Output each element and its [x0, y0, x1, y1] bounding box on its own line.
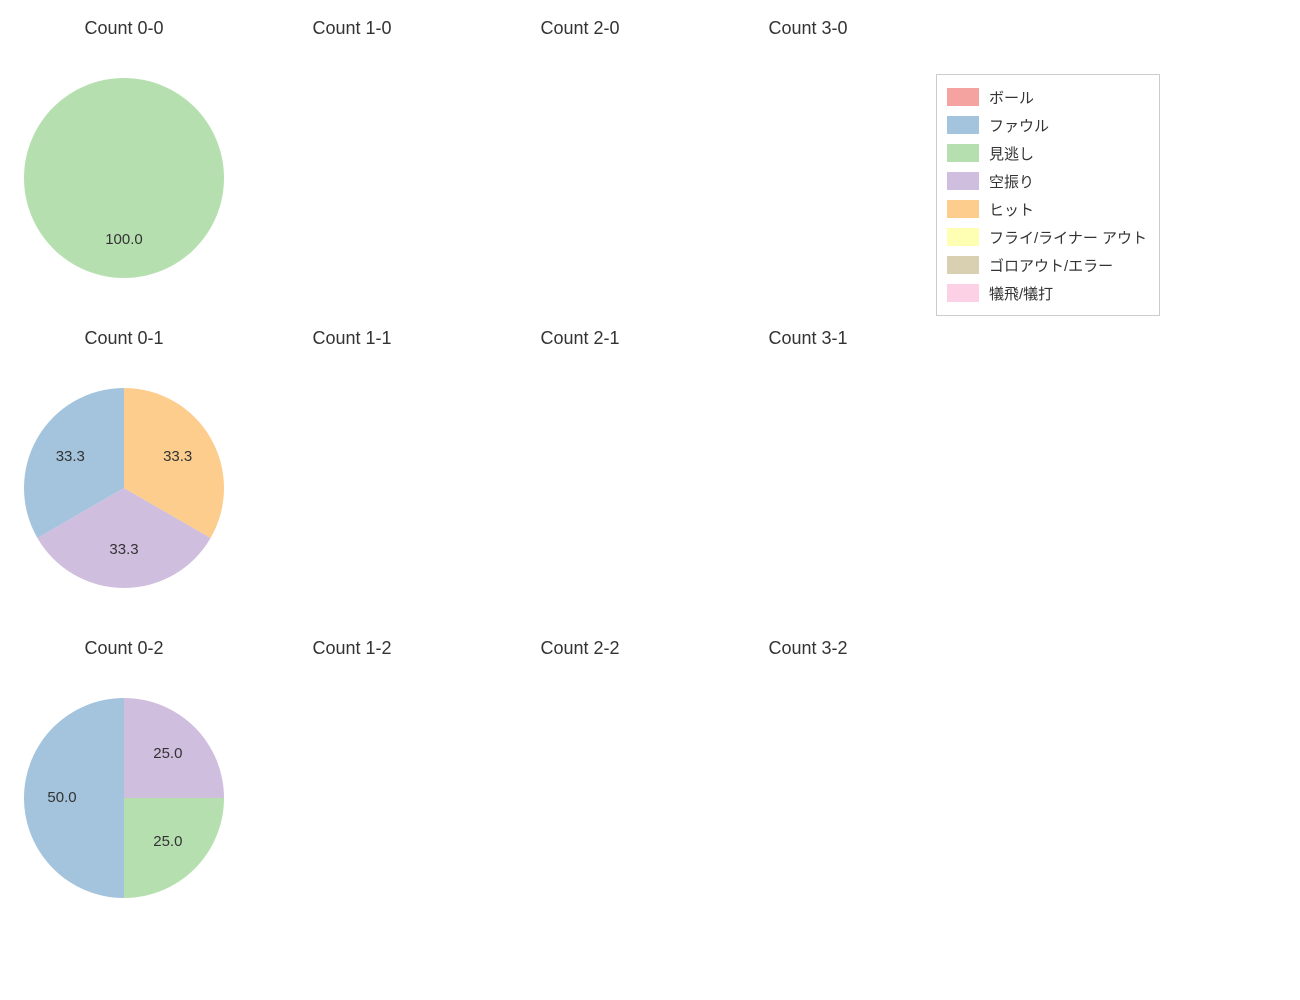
legend-swatch	[947, 284, 979, 302]
subplot: Count 0-2 50.0 25.0 25.0	[10, 630, 238, 940]
legend-label: フライ/ライナー アウト	[989, 227, 1147, 248]
legend-item: ゴロアウト/エラー	[947, 251, 1147, 279]
legend-label: 空振り	[989, 171, 1034, 192]
pie-holder: 33.3 33.3 33.3	[24, 388, 224, 588]
pie-slice-label: 33.3	[56, 448, 85, 465]
subplot-title: Count 0-0	[10, 18, 238, 39]
pie-slice-label: 25.0	[153, 745, 182, 762]
legend-swatch	[947, 116, 979, 134]
subplot: Count 0-0 100.0	[10, 10, 238, 320]
subplot-title: Count 3-1	[694, 328, 922, 349]
legend-swatch	[947, 200, 979, 218]
subplot: Count 1-2	[238, 630, 466, 940]
pie-slice-label: 33.3	[163, 448, 192, 465]
pie-holder: 50.0 25.0 25.0	[24, 698, 224, 898]
subplot-title: Count 0-1	[10, 328, 238, 349]
legend-label: ヒット	[989, 199, 1034, 220]
subplot: Count 3-1	[694, 320, 922, 630]
pie-slice-label: 50.0	[47, 789, 76, 806]
legend-swatch	[947, 172, 979, 190]
pie-holder: 100.0	[24, 78, 224, 278]
pie-slice	[24, 78, 224, 278]
pie-chart: 33.3 33.3 33.3	[24, 388, 224, 588]
subplot-title: Count 2-0	[466, 18, 694, 39]
pie-slice-label: 100.0	[105, 231, 143, 248]
subplot: Count 3-0	[694, 10, 922, 320]
subplot: Count 2-1	[466, 320, 694, 630]
legend-item: ヒット	[947, 195, 1147, 223]
subplot-title: Count 0-2	[10, 638, 238, 659]
legend-item: 見逃し	[947, 139, 1147, 167]
legend-item: ボール	[947, 83, 1147, 111]
subplot-title: Count 2-1	[466, 328, 694, 349]
subplot: Count 2-2	[466, 630, 694, 940]
legend-label: ゴロアウト/エラー	[989, 255, 1113, 276]
pie-chart: 50.0 25.0 25.0	[24, 698, 224, 898]
subplot: Count 2-0	[466, 10, 694, 320]
subplot-title: Count 2-2	[466, 638, 694, 659]
legend-label: ボール	[989, 87, 1034, 108]
subplot: Count 1-0	[238, 10, 466, 320]
legend-swatch	[947, 144, 979, 162]
subplot: Count 1-1	[238, 320, 466, 630]
subplot-title: Count 1-1	[238, 328, 466, 349]
legend-item: フライ/ライナー アウト	[947, 223, 1147, 251]
pie-chart: 100.0	[24, 78, 224, 278]
subplot: Count 0-1 33.3 33.3 33.3	[10, 320, 238, 630]
legend: ボールファウル見逃し空振りヒットフライ/ライナー アウトゴロアウト/エラー犠飛/…	[936, 74, 1160, 316]
legend-label: 犠飛/犠打	[989, 283, 1053, 304]
subplot: Count 3-2	[694, 630, 922, 940]
pie-grid: Count 0-0100.0Count 1-0Count 2-0Count 3-…	[10, 10, 922, 940]
legend-swatch	[947, 228, 979, 246]
legend-label: 見逃し	[989, 143, 1034, 164]
legend-label: ファウル	[989, 115, 1049, 136]
subplot-title: Count 3-2	[694, 638, 922, 659]
subplot-title: Count 3-0	[694, 18, 922, 39]
legend-swatch	[947, 88, 979, 106]
legend-item: 犠飛/犠打	[947, 279, 1147, 307]
subplot-title: Count 1-2	[238, 638, 466, 659]
legend-item: 空振り	[947, 167, 1147, 195]
legend-item: ファウル	[947, 111, 1147, 139]
legend-swatch	[947, 256, 979, 274]
subplot-title: Count 1-0	[238, 18, 466, 39]
pie-slice-label: 33.3	[109, 541, 138, 558]
pie-slice-label: 25.0	[153, 833, 182, 850]
